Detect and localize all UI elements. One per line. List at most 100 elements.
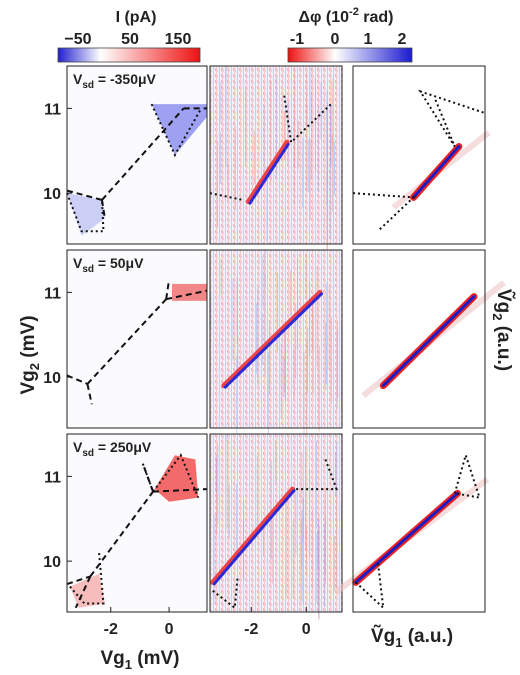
noise-streak — [336, 496, 338, 588]
x-tick-label: -2 — [104, 621, 118, 638]
phase-feature-line — [221, 289, 323, 389]
phase-colorbar-title: Δφ (10-2 rad) — [299, 6, 394, 26]
vsd-label-value: = 250μV — [94, 439, 152, 455]
vsd-label-value: = -350μV — [94, 71, 157, 87]
negative-current-region — [67, 193, 105, 236]
noise-streak — [228, 485, 230, 538]
noise-streak — [284, 111, 286, 161]
noise-streak — [311, 301, 313, 351]
noise-streak — [210, 96, 212, 148]
noise-streak — [266, 166, 268, 242]
noise-streak — [317, 105, 319, 192]
phase-feature-line — [212, 489, 296, 586]
x-tick-label: 0 — [302, 621, 311, 638]
honeycomb-edge-line — [165, 289, 208, 301]
simulation-panel — [333, 433, 490, 613]
noise-streak — [284, 330, 286, 393]
noise-streak — [215, 458, 217, 535]
phase-feature-line — [246, 139, 290, 205]
triangle-outline — [66, 192, 105, 233]
x-tick-label: -2 — [244, 621, 258, 638]
noise-streak — [316, 532, 318, 604]
noise-streak — [216, 140, 218, 228]
phase-feature-line — [210, 486, 295, 585]
y-tick-label: 11 — [44, 285, 61, 302]
noise-streak — [314, 77, 316, 172]
noise-streak — [328, 286, 330, 371]
noise-streak — [307, 139, 309, 192]
current-panel: Vsd = 250μV 11 10 — [43, 433, 208, 613]
noise-streak — [210, 292, 212, 330]
panel-frame — [352, 65, 486, 245]
current-panel: Vsd = -350μV 11 10 — [43, 65, 208, 245]
positive-current-region — [172, 283, 207, 301]
noise-streak — [306, 340, 308, 447]
phase-colorbar-tick: 0 — [331, 31, 340, 48]
panel-frame — [352, 249, 486, 429]
noise-streak — [264, 250, 266, 287]
honeycomb-edge-line — [152, 488, 208, 493]
noise-streak — [301, 452, 303, 504]
panel-background — [353, 66, 485, 244]
noise-streak — [320, 82, 322, 140]
y-tick-label: 10 — [43, 554, 61, 571]
honeycomb-edge-line — [86, 383, 93, 405]
honeycomb-edge-line — [89, 491, 154, 577]
noise-streak — [310, 92, 312, 180]
noise-streak — [301, 510, 303, 569]
vsd-label: Vsd = 50μV — [73, 255, 144, 275]
noise-streak — [262, 312, 264, 365]
phase-colorbar-tick: -1 — [290, 31, 304, 48]
current-colorbar-gradient — [57, 47, 201, 63]
noise-streak — [294, 68, 296, 168]
honeycomb-edge-line — [141, 463, 154, 492]
noise-streak — [326, 105, 328, 206]
noise-streak — [284, 321, 286, 402]
noise-streak — [234, 126, 236, 211]
triangle-outline — [209, 192, 244, 201]
noise-streak — [275, 77, 277, 179]
noise-streak — [226, 434, 228, 530]
noise-streak — [255, 303, 257, 374]
noise-streak — [334, 536, 336, 592]
noise-streak — [316, 266, 318, 368]
noise-streak — [270, 80, 272, 182]
vsd-label: Vsd = 250μV — [73, 439, 152, 459]
phase-panel — [209, 249, 343, 462]
noise-streak — [325, 282, 327, 385]
phase-panel — [209, 65, 343, 276]
panel-frame — [209, 65, 343, 245]
vsd-label-main: V — [73, 255, 83, 271]
simulation-feature-line — [412, 145, 461, 199]
noise-streak — [331, 134, 333, 212]
noise-streak — [236, 355, 238, 462]
noise-streak — [292, 520, 294, 599]
panel-frame — [209, 433, 343, 613]
noise-streak — [297, 120, 299, 169]
noise-streak — [271, 511, 273, 584]
noise-streak — [311, 509, 313, 589]
noise-streak — [237, 335, 239, 379]
noise-streak — [329, 158, 331, 239]
simulation-feature-line — [354, 491, 459, 584]
noise-streak — [268, 320, 270, 394]
vsd-label-sub: sd — [82, 80, 94, 91]
noise-streak — [335, 452, 337, 497]
noise-streak — [214, 514, 216, 604]
noise-streak — [317, 518, 319, 614]
triangle-outline — [295, 459, 338, 491]
noise-streak — [220, 131, 222, 184]
honeycomb-edge-line — [66, 189, 103, 201]
current-colorbar-title: I (pA) — [116, 9, 157, 26]
noise-streak — [232, 279, 234, 361]
triangle-outline — [69, 552, 105, 605]
noise-streak — [263, 104, 265, 171]
phase-feature-line — [248, 142, 290, 205]
noise-streak — [330, 317, 332, 405]
noise-streak — [306, 72, 308, 128]
noise-streak — [263, 519, 265, 556]
simulation-feature-line — [381, 295, 476, 388]
noise-streak — [256, 455, 258, 537]
simulation-panel — [352, 249, 506, 429]
